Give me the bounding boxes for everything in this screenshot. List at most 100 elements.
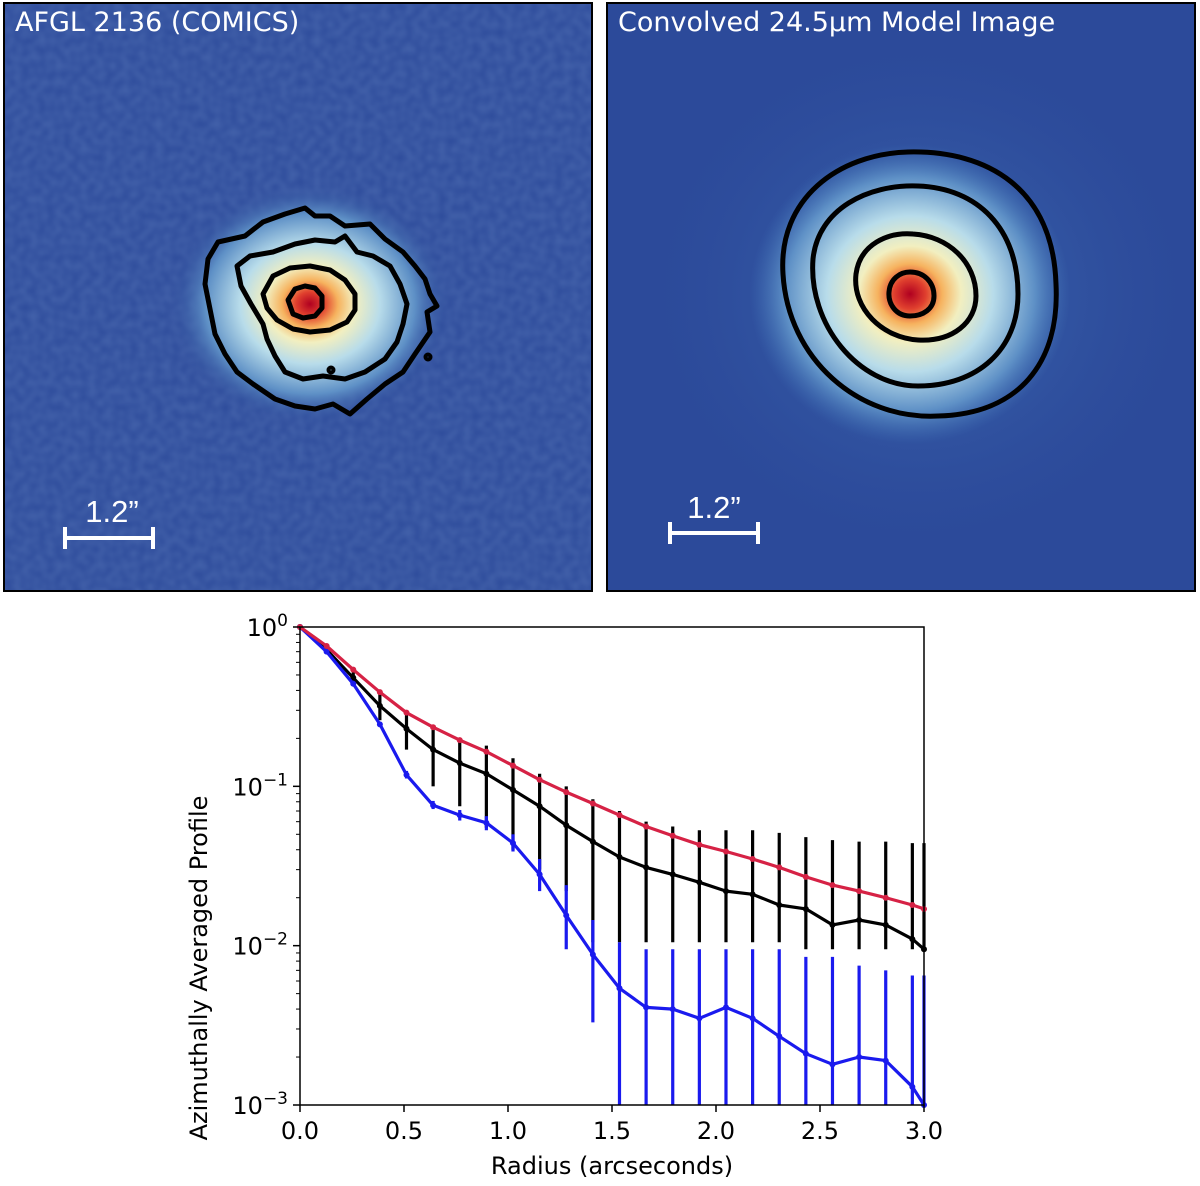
- psf-data-point: [643, 1004, 650, 1011]
- model-data-point: [589, 800, 596, 807]
- psf-data-point: [776, 1033, 783, 1040]
- observed-data-point: [722, 888, 729, 895]
- observed-data-point: [430, 746, 437, 753]
- model-series-line: [299, 625, 925, 911]
- observed-data-point: [563, 822, 570, 829]
- observed-data-point: [776, 901, 783, 908]
- model-data-point: [696, 841, 703, 848]
- x-tick-label: 0.0: [281, 1117, 319, 1145]
- model-data-point: [456, 737, 463, 744]
- model-data-point: [722, 848, 729, 855]
- observed-data-point: [643, 864, 650, 871]
- x-axis-ticks: 0.0 0.5 1.0 1.5 2.0 2.5 3.0: [281, 1105, 943, 1145]
- observed-data-point: [616, 854, 623, 861]
- model-data-point: [430, 724, 437, 731]
- observed-data-point: [856, 916, 863, 923]
- model-data-point: [776, 864, 783, 871]
- psf-data-point: [376, 721, 383, 728]
- observed-data-point: [829, 921, 836, 928]
- y-axis-label: Azimuthally Averaged Profile: [185, 796, 213, 1141]
- model-data-point: [536, 776, 543, 783]
- observed-data-point: [802, 905, 809, 912]
- model-data-point: [856, 888, 863, 895]
- model-data-point: [563, 789, 570, 796]
- model-image-panel: Convolved 24.5μm Model Image 1.2”: [606, 2, 1196, 592]
- model-data-point: [376, 689, 383, 696]
- x-tick-label: 1.0: [489, 1117, 527, 1145]
- model-data-point: [350, 666, 357, 673]
- psf-data-point: [403, 771, 410, 778]
- scalebar-tick: [756, 522, 760, 544]
- psf-data-point: [509, 840, 516, 847]
- observed-data-point: [749, 891, 756, 898]
- scalebar-tick: [151, 527, 155, 549]
- y-axis-ticks: 100 10−1 10−2 10−3: [232, 611, 300, 1120]
- model-data-point: [323, 642, 330, 649]
- series-lines: [297, 624, 927, 1108]
- model-data-point: [643, 823, 650, 830]
- observed-data-point: [483, 770, 490, 777]
- x-tick-label: 3.0: [905, 1117, 943, 1145]
- error-bars: [325, 647, 926, 1105]
- observed-image-panel: AFGL 2136 (COMICS) 1.2”: [3, 2, 593, 592]
- psf-data-point: [616, 985, 623, 992]
- psf-data-point: [722, 1004, 729, 1011]
- scalebar-tick: [63, 527, 67, 549]
- psf-data-point: [456, 812, 463, 819]
- scalebar-line: [65, 536, 155, 540]
- model-data-point: [403, 709, 410, 716]
- x-tick-label: 2.0: [697, 1117, 735, 1145]
- model-data-point: [829, 882, 836, 889]
- psf-data-point: [829, 1061, 836, 1068]
- observed-data-point: [536, 803, 543, 810]
- psf-data-point: [669, 1006, 676, 1013]
- psf-data-point: [589, 951, 596, 958]
- observed-data-point: [669, 871, 676, 878]
- psf-series-line: [298, 625, 926, 1106]
- psf-data-point: [350, 680, 357, 687]
- model-data-point: [509, 762, 516, 769]
- y-tick-label: 10−3: [232, 1089, 288, 1120]
- contours: [202, 205, 440, 417]
- model-data-point: [882, 894, 889, 901]
- x-tick-label: 0.5: [385, 1117, 423, 1145]
- panel-title-left: AFGL 2136 (COMICS): [15, 7, 300, 38]
- observed-data-point: [456, 760, 463, 767]
- model-data-point: [749, 855, 756, 862]
- observed-data-point: [350, 674, 357, 681]
- model-image: [608, 4, 1194, 590]
- observed-data-point: [589, 838, 596, 845]
- psf-data-point: [882, 1057, 889, 1064]
- model-data-point: [909, 901, 916, 908]
- observed-image: [5, 4, 591, 590]
- y-tick-label: 10−2: [232, 930, 288, 961]
- x-tick-label: 2.5: [801, 1117, 839, 1145]
- observed-data-point: [882, 921, 889, 928]
- plot-frame: [299, 626, 925, 1106]
- psf-data-point: [563, 912, 570, 919]
- y-tick-label: 10−1: [232, 770, 288, 801]
- observed-data-point: [403, 725, 410, 732]
- scalebar-tick: [668, 522, 672, 544]
- model-contours: [780, 149, 1059, 419]
- profile-chart: 0.0 0.5 1.0 1.5 2.0 2.5 3.0 100 10−1 10−2 10−3 Ra…: [185, 611, 943, 1180]
- psf-data-point: [802, 1050, 809, 1057]
- model-data-point: [669, 832, 676, 839]
- psf-data-point: [696, 1015, 703, 1022]
- psf-data-point: [430, 802, 437, 809]
- observed-data-point: [909, 936, 916, 943]
- psf-data-point: [483, 819, 490, 826]
- scalebar-line: [670, 531, 760, 535]
- model-data-point: [802, 873, 809, 880]
- observed-series-line: [298, 625, 926, 951]
- y-tick-label: 100: [247, 611, 288, 642]
- model-data-point: [616, 812, 623, 819]
- observed-data-point: [696, 879, 703, 886]
- x-tick-label: 1.5: [593, 1117, 631, 1145]
- observed-data-point: [509, 786, 516, 793]
- panel-title-right: Convolved 24.5μm Model Image: [618, 7, 1056, 38]
- scalebar-label-right: 1.2”: [687, 490, 741, 525]
- x-axis-label: Radius (arcseconds): [491, 1152, 733, 1180]
- model-data-point: [483, 748, 490, 755]
- scalebar-label-left: 1.2”: [85, 494, 139, 529]
